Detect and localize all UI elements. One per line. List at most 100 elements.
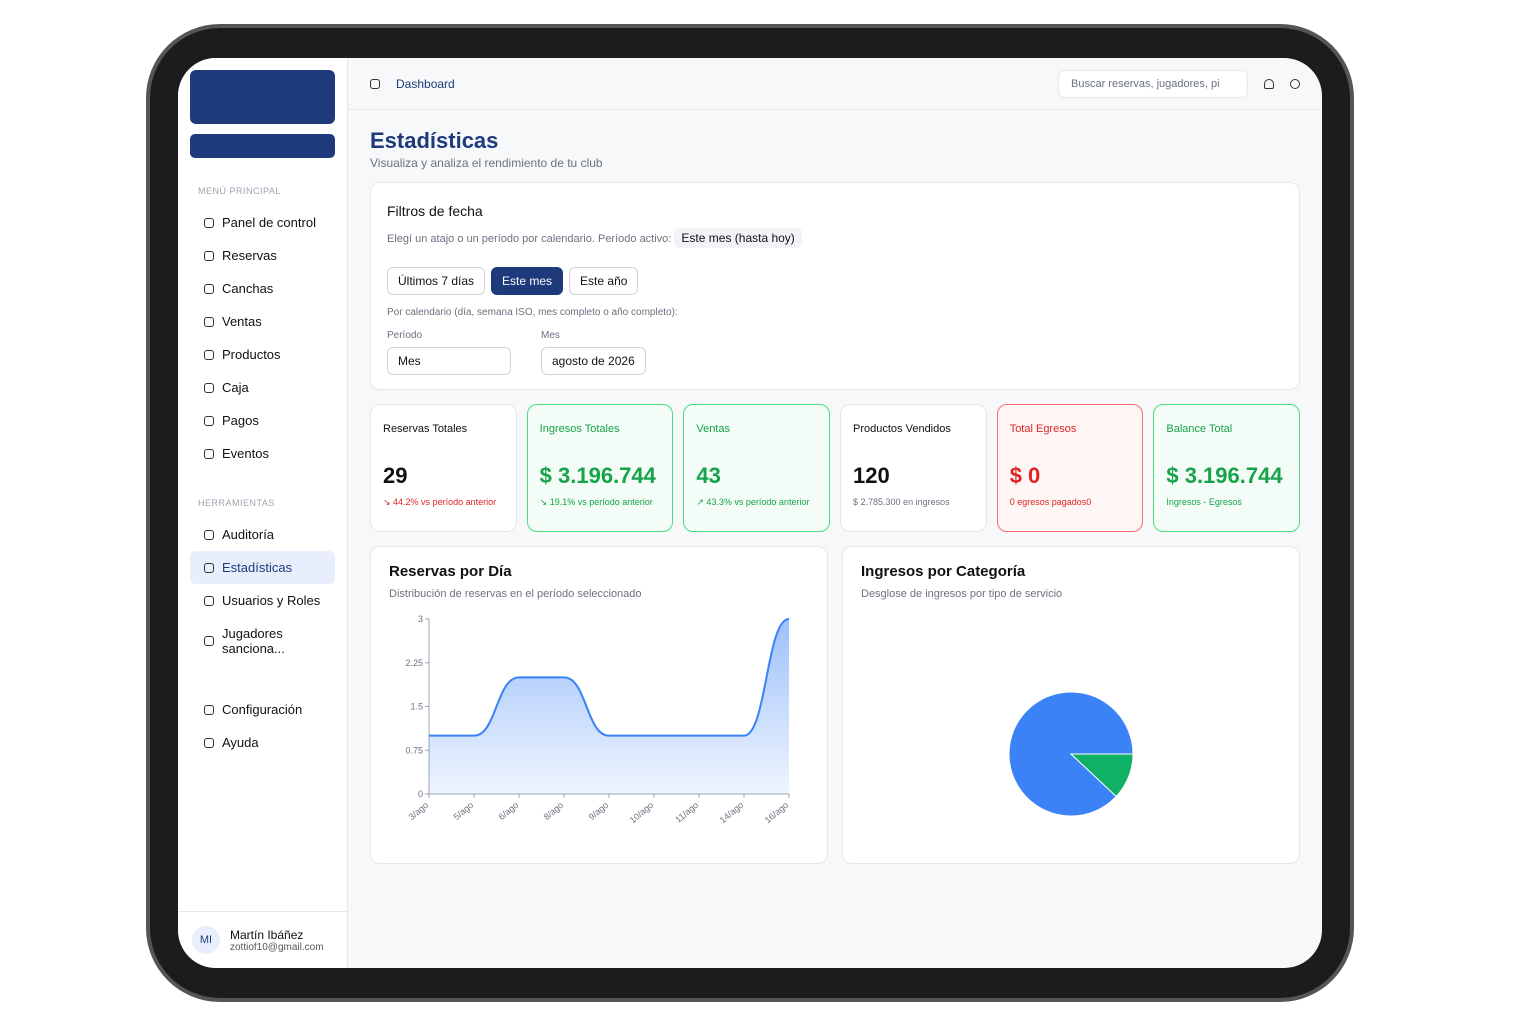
nav-item[interactable]: Ayuda	[190, 726, 335, 759]
month-picker[interactable]: agosto de 2026	[541, 347, 646, 375]
nav-label: Caja	[222, 380, 249, 395]
bottom-nav: Configuración Ayuda	[190, 693, 335, 759]
nav-label: Reservas	[222, 248, 277, 263]
nav-icon	[204, 415, 214, 426]
nav-item[interactable]: Auditoría	[190, 518, 335, 551]
nav-label: Configuración	[222, 702, 303, 717]
y-tick-label: 3	[418, 614, 423, 624]
line	[429, 618, 790, 737]
nav-label: Ayuda	[222, 735, 259, 750]
sidebar-toggle[interactable]	[370, 78, 380, 89]
x-tick-label: 6/ago	[497, 800, 521, 822]
shortcut-button[interactable]: Últimos 7 días	[387, 267, 486, 295]
sidebar: MENÚ PRINCIPAL Panel de control Reservas C…	[178, 58, 348, 968]
kpi-card: Balance Total $ 3.196.744 Ingresos - Egres…	[1153, 404, 1301, 532]
kpi-title: Ventas	[696, 423, 730, 435]
y-tick-label: 2.25	[405, 658, 423, 668]
field-label: Mes	[541, 330, 560, 341]
nav-item[interactable]: Canchas	[190, 272, 335, 305]
kpi-title: Reservas Totales	[383, 423, 468, 435]
charts: Reservas por Día Distribución de reserva…	[370, 546, 1300, 864]
nav-item[interactable]: Reservas	[190, 239, 335, 272]
kpi-value: $ 3.196.744	[1166, 463, 1283, 488]
kpi-note: $ 2.785.300 en ingresos	[853, 497, 950, 507]
nav-item[interactable]: Ventas	[190, 305, 335, 338]
x-tick-label: 8/ago	[542, 800, 566, 822]
period-select[interactable]: Mes	[387, 347, 511, 375]
user-name: Martín Ibáñez	[230, 927, 304, 942]
section-label: MENÚ PRINCIPAL	[198, 186, 281, 196]
chart: 0 0.75 1.5 2.25 3 3/ago 5/ago 6/ago 8/ago 9/ago 10…	[405, 614, 791, 825]
kpi-card: Ingresos Totales $ 3.196.744 ↘ 19.1% vs pe…	[526, 404, 674, 532]
x-tick-label: 16/ago	[763, 800, 791, 825]
page-title: Estadísticas	[370, 128, 499, 153]
kpi-card: Total Egresos $ 0 0 egresos pagados0	[996, 404, 1144, 532]
kpi-value: 43	[696, 463, 721, 488]
x-tick-label: 14/ago	[718, 800, 746, 825]
shortcuts: Últimos 7 días Este mes Este año	[387, 267, 1283, 295]
filters-title: Filtros de fecha	[387, 203, 483, 219]
nav-item[interactable]: Productos	[190, 338, 335, 371]
chart-title: Reservas por Día	[389, 563, 512, 580]
y-tick-label: 0	[418, 789, 423, 799]
x-tick-label: 9/ago	[587, 800, 611, 822]
nav-icon	[204, 349, 214, 360]
nav-icon	[204, 595, 214, 606]
kpi-title: Productos Vendidos	[853, 423, 951, 435]
nav-label: Panel de control	[222, 215, 316, 230]
filters-card: Filtros de fecha Elegí un atajo o un per…	[370, 182, 1300, 390]
nav-item[interactable]: Estadísticas	[190, 551, 335, 584]
theme-toggle[interactable]	[1290, 78, 1300, 89]
chart-card: Reservas por Día Distribución de reserva…	[370, 546, 828, 864]
nav-item[interactable]: Usuarios y Roles	[190, 584, 335, 617]
y-tick-label: 0.75	[405, 745, 423, 755]
header: Dashboard Buscar reservas, jugadores, pi	[348, 58, 1322, 110]
kpi-card: Ventas 43 ↗ 43.3% vs período anterior	[683, 404, 831, 532]
nav-icon	[204, 636, 214, 646]
description: Elegí un atajo o un período por calendar…	[387, 233, 672, 245]
chart-subtitle: Distribución de reservas en el período s…	[389, 588, 642, 600]
nav-label: Pagos	[222, 413, 259, 428]
nav-icon	[204, 316, 214, 327]
nav-icon	[204, 704, 214, 715]
breadcrumb[interactable]: Dashboard	[396, 76, 455, 91]
tools: Auditoría Estadísticas Usuarios y Roles Jug…	[190, 518, 335, 665]
search[interactable]: Buscar reservas, jugadores, pi	[1058, 69, 1248, 98]
notifications[interactable]	[1264, 78, 1274, 89]
user-email: zottiof10@gmail.com	[230, 941, 324, 953]
nav-item[interactable]: Eventos	[190, 437, 335, 470]
chart-title: Ingresos por Categoría	[861, 563, 1026, 580]
nav-label: Eventos	[222, 446, 269, 461]
user[interactable]: MI Martín Ibáñez zottiof10@gmail.com	[178, 911, 347, 968]
y-tick-label: 1.5	[410, 702, 423, 712]
nav-item[interactable]: Jugadores sanciona...	[190, 617, 335, 665]
x-tick-label: 3/ago	[407, 800, 431, 822]
nav-item[interactable]: Panel de control	[190, 206, 335, 239]
kpi-value: $ 3.196.744	[539, 463, 656, 488]
kpi-row: Reservas Totales 29 ↘ 44.2% vs período ant…	[370, 404, 1301, 532]
nav-item[interactable]: Configuración	[190, 693, 335, 726]
nav-label: Jugadores sanciona...	[222, 626, 285, 656]
kpi-card: Reservas Totales 29 ↘ 44.2% vs período ant…	[370, 404, 517, 532]
nav-item[interactable]: Caja	[190, 371, 335, 404]
logo-button[interactable]	[190, 134, 335, 158]
nav-item[interactable]: Pagos	[190, 404, 335, 437]
kpi-note: Ingresos - Egresos	[1166, 497, 1242, 507]
chart-subtitle: Desglose de ingresos por tipo de servici…	[861, 588, 1063, 600]
pie-slice	[1069, 753, 1134, 798]
x-tick-label: 5/ago	[452, 800, 476, 822]
nav-label: Usuarios y Roles	[222, 593, 321, 608]
kpi-title: Ingresos Totales	[539, 423, 620, 435]
nav-icon	[204, 382, 214, 393]
nav-icon	[204, 737, 214, 748]
chart	[1008, 691, 1134, 817]
nav-icon	[204, 448, 214, 459]
shortcut-button[interactable]: Este mes	[491, 267, 564, 295]
shortcut-button[interactable]: Este año	[569, 267, 639, 295]
nav-icon	[204, 283, 214, 294]
nav-icon	[204, 217, 214, 228]
kpi-note: ↘ 44.2% vs período anterior	[383, 497, 497, 507]
logo	[190, 70, 335, 124]
kpi-card: Productos Vendidos 120 $ 2.785.300 en ingr…	[840, 404, 987, 532]
